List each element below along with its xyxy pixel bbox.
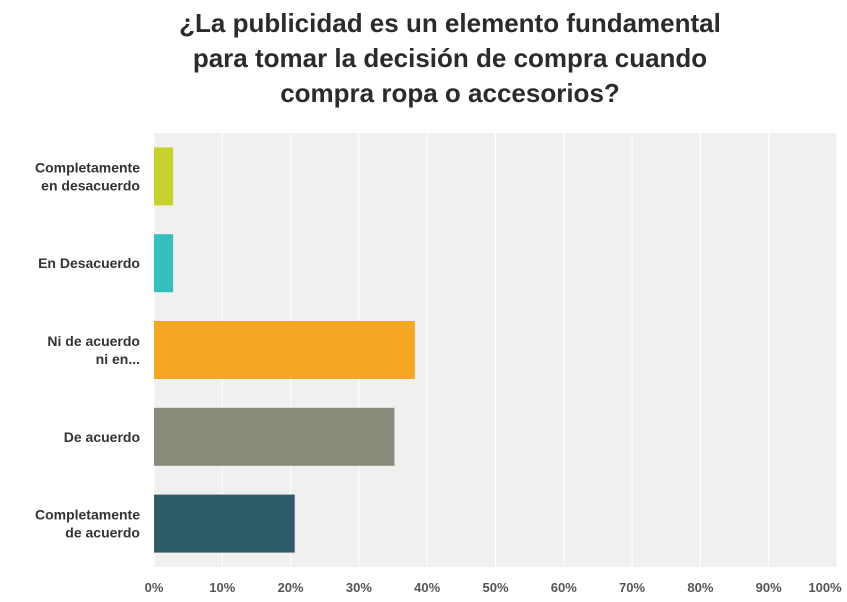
category-label: En Desacuerdo bbox=[38, 255, 140, 271]
x-tick-label: 100% bbox=[808, 580, 842, 595]
chart-title-line-3: compra ropa o accesorios? bbox=[280, 78, 620, 108]
x-tick-label: 40% bbox=[414, 580, 440, 595]
chart-title: ¿La publicidad es un elemento fundamenta… bbox=[100, 6, 800, 111]
x-tick-label: 80% bbox=[687, 580, 713, 595]
category-label: de acuerdo bbox=[65, 525, 140, 541]
bar bbox=[154, 321, 415, 379]
bar bbox=[154, 407, 395, 466]
x-tick-label: 50% bbox=[482, 580, 508, 595]
chart-title-line-1: ¿La publicidad es un elemento fundamenta… bbox=[179, 8, 721, 38]
x-tick-label: 60% bbox=[551, 580, 577, 595]
category-label: ni en... bbox=[96, 351, 140, 367]
x-tick-label: 10% bbox=[209, 580, 235, 595]
x-tick-label: 20% bbox=[278, 580, 304, 595]
category-label: Ni de acuerdo bbox=[47, 333, 140, 349]
x-tick-label: 90% bbox=[756, 580, 782, 595]
chart-title-line-2: para tomar la decisión de compra cuando bbox=[192, 43, 708, 73]
bar bbox=[154, 234, 174, 293]
bar bbox=[154, 494, 295, 553]
category-label: Completamente bbox=[35, 507, 140, 523]
x-tick-label: 30% bbox=[346, 580, 372, 595]
bar bbox=[154, 147, 174, 206]
category-label: en desacuerdo bbox=[41, 177, 140, 193]
x-tick-label: 70% bbox=[619, 580, 645, 595]
category-label: Completamente bbox=[35, 159, 140, 175]
category-label: De acuerdo bbox=[64, 429, 140, 445]
x-tick-label: 0% bbox=[145, 580, 164, 595]
